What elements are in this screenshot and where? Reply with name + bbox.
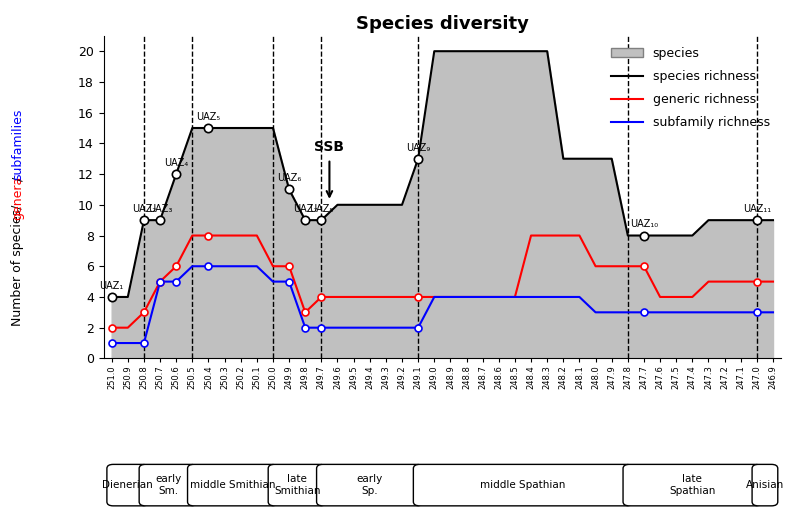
Text: /: / <box>11 176 24 181</box>
Text: early
Sp.: early Sp. <box>356 474 383 496</box>
Text: middle Spathian: middle Spathian <box>481 480 566 490</box>
Legend: species, species richness, generic richness, subfamily richness: species, species richness, generic richn… <box>607 42 775 134</box>
Text: genera: genera <box>11 176 24 220</box>
Text: late
Spathian: late Spathian <box>669 474 716 496</box>
Text: Number of species/: Number of species/ <box>11 205 24 327</box>
Text: UAZ₉: UAZ₉ <box>406 142 430 153</box>
Text: UAZ₂: UAZ₂ <box>132 204 156 214</box>
Text: late
Smithian: late Smithian <box>274 474 320 496</box>
Text: early
Sm.: early Sm. <box>155 474 181 496</box>
Text: UAZ₈: UAZ₈ <box>309 204 333 214</box>
Text: UAZ₆: UAZ₆ <box>277 173 301 183</box>
Text: UAZ₁₁: UAZ₁₁ <box>743 204 771 214</box>
Text: UAZ₅: UAZ₅ <box>196 112 221 122</box>
Text: UAZ₇: UAZ₇ <box>293 204 317 214</box>
Text: middle Smithian: middle Smithian <box>190 480 276 490</box>
Text: Dienerian: Dienerian <box>103 480 153 490</box>
Text: Anisian: Anisian <box>746 480 784 490</box>
Text: subfamilies: subfamilies <box>11 109 24 180</box>
Text: UAZ₁₀: UAZ₁₀ <box>630 219 658 229</box>
Text: UAZ₁: UAZ₁ <box>100 281 124 291</box>
Text: SSB: SSB <box>315 140 344 154</box>
Title: Species diversity: Species diversity <box>356 15 528 33</box>
Text: UAZ₃: UAZ₃ <box>148 204 172 214</box>
Text: UAZ₄: UAZ₄ <box>164 158 188 168</box>
